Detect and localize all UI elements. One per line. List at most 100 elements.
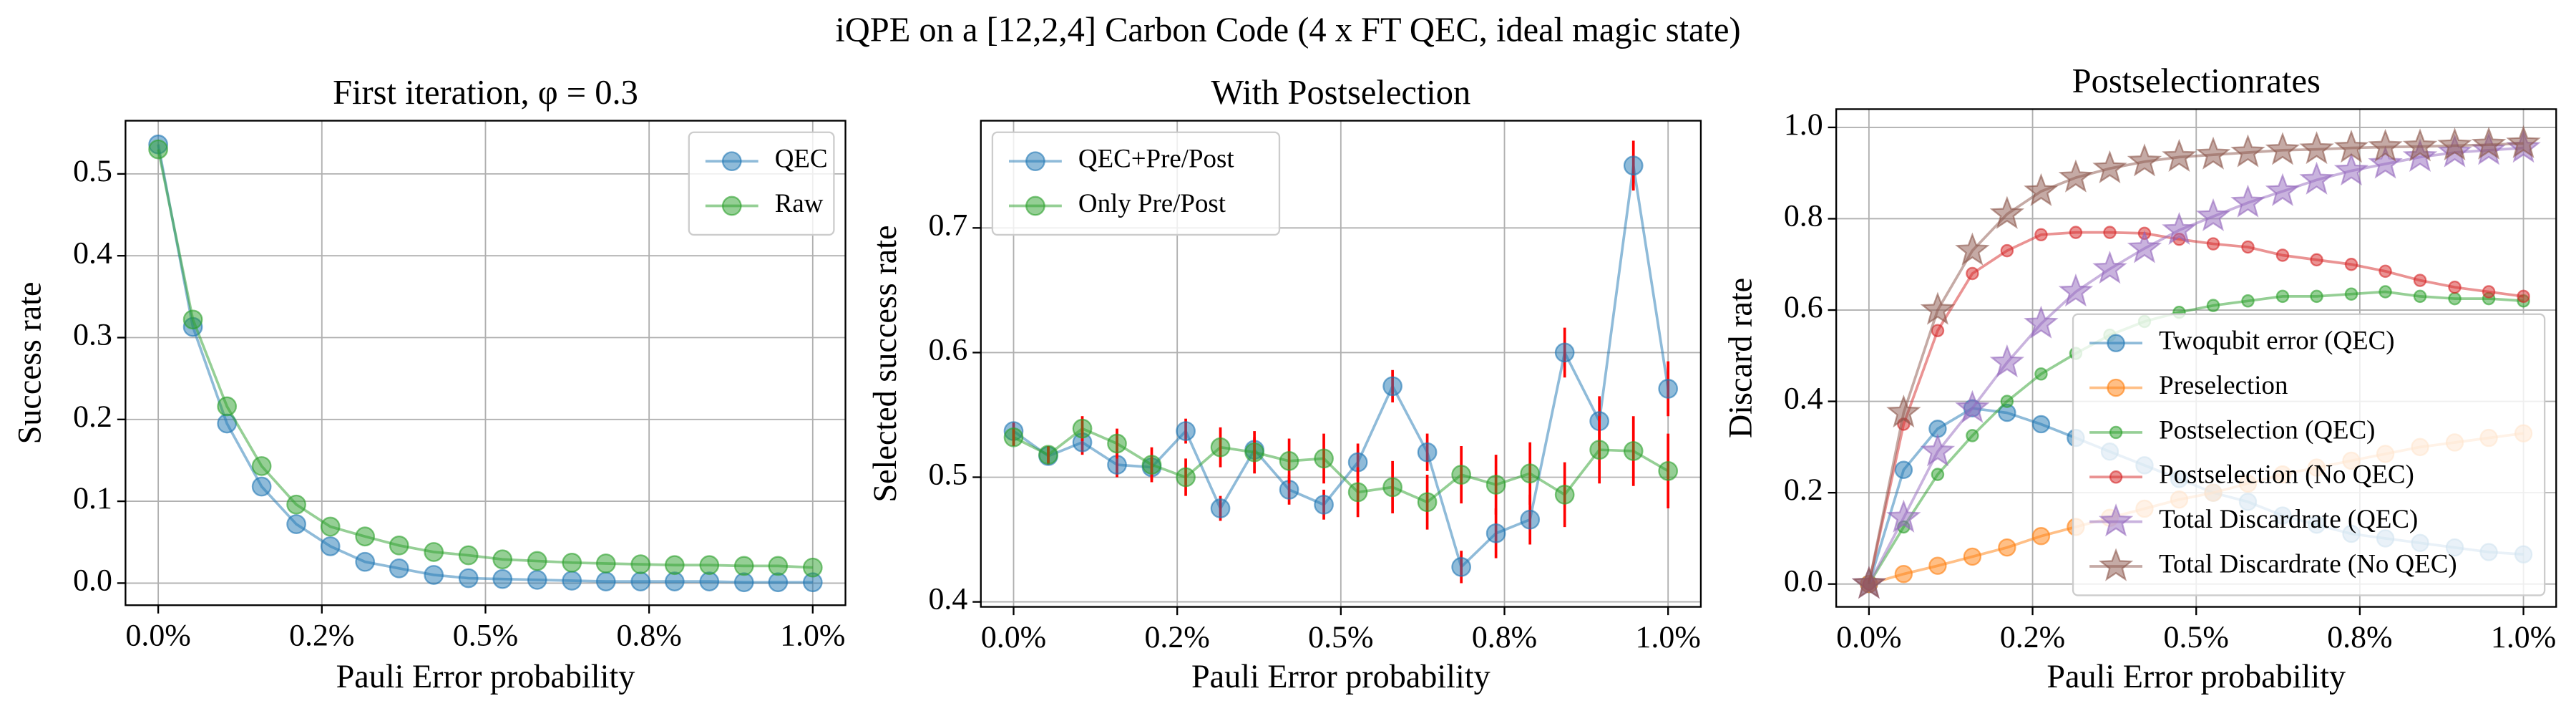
legend: Twoqubit error (QEC) Preselection Postsele… <box>2072 313 2546 596</box>
data-point <box>1963 547 1982 566</box>
legend-marker <box>1025 195 1045 216</box>
data-point <box>355 551 376 572</box>
data-point <box>1485 475 1506 495</box>
data-point <box>2333 130 2369 163</box>
data-point <box>2448 291 2462 306</box>
data-point <box>1931 468 1945 481</box>
data-point <box>2344 258 2358 271</box>
data-point <box>2482 285 2496 299</box>
y-tick-label: 0.5 <box>73 154 112 188</box>
data-point <box>2368 128 2403 162</box>
data-point <box>1920 433 1956 467</box>
data-point <box>424 542 444 562</box>
x-tick-label: 1.0% <box>2491 620 2556 654</box>
data-point <box>2275 248 2290 262</box>
data-point <box>630 554 651 574</box>
data-point <box>2379 264 2392 279</box>
data-point <box>1210 498 1231 518</box>
data-point <box>1451 465 1471 485</box>
subplot-title: With Postselection <box>1211 74 1470 112</box>
data-point <box>1931 324 1945 337</box>
y-tick-label: 0.4 <box>1784 382 1823 416</box>
data-point <box>389 558 409 579</box>
y-tick-label: 0.2 <box>1784 473 1823 507</box>
legend-label: Postselection (QEC) <box>2159 415 2375 445</box>
x-tick-label: 0.5% <box>453 619 518 653</box>
data-point <box>1894 564 1913 584</box>
figure-title: iQPE on a [12,2,4] Carbon Code (4 x FT Q… <box>835 11 1740 49</box>
data-point <box>320 516 341 537</box>
data-point <box>2230 184 2265 218</box>
legend-box <box>991 131 1281 236</box>
y-tick-label: 0.4 <box>929 582 968 616</box>
data-point <box>733 572 754 593</box>
data-point <box>1107 433 1127 454</box>
legend-label: Only Pre/Post <box>1078 188 1226 218</box>
data-point <box>1314 448 1334 469</box>
data-point <box>286 494 306 515</box>
data-point <box>2402 138 2438 172</box>
legend-label: Total Discardrate (QEC) <box>2159 504 2418 534</box>
data-point <box>2058 274 2094 307</box>
data-point <box>1382 477 1402 498</box>
y-tick-label: 0.5 <box>929 458 968 492</box>
y-tick-label: 0.1 <box>73 481 112 516</box>
data-point <box>664 571 685 591</box>
x-axis-label: Pauli Error probability <box>1191 658 1491 695</box>
y-axis-label: Success rate <box>11 281 48 444</box>
data-point <box>1382 376 1402 397</box>
y-axis-label: Discard rate <box>1722 278 1759 438</box>
data-point <box>2127 230 2162 263</box>
data-point <box>2162 211 2197 246</box>
data-point <box>1520 509 1541 530</box>
data-point <box>2000 395 2014 408</box>
data-point <box>1347 482 1368 503</box>
y-tick-label: 0.7 <box>929 208 968 242</box>
data-point <box>2195 136 2231 170</box>
legend-marker <box>1025 151 1045 172</box>
data-point <box>2379 285 2392 299</box>
data-point <box>148 139 168 160</box>
data-point <box>527 551 547 571</box>
data-point <box>1955 232 1990 266</box>
y-tick-label: 1.0 <box>1784 107 1823 142</box>
data-point <box>1966 266 1979 281</box>
y-tick-label: 0.0 <box>1784 564 1823 599</box>
legend-label: Total Discardrate (No QEC) <box>2159 548 2457 579</box>
x-tick-label: 0.8% <box>616 619 681 653</box>
data-point <box>1589 440 1609 460</box>
subplot-title: Postselectionrates <box>2072 62 2321 100</box>
legend-label: QEC+Pre/Post <box>1078 144 1234 173</box>
data-point <box>2299 131 2334 165</box>
data-point <box>2206 237 2220 251</box>
data-point <box>1210 437 1231 458</box>
x-tick-label: 0.0% <box>1836 620 1901 654</box>
data-point <box>424 565 444 585</box>
data-point <box>1966 429 1979 442</box>
legend-label: Preselection <box>2159 370 2288 400</box>
data-point <box>1851 566 1887 599</box>
data-point <box>1886 499 1921 533</box>
data-point <box>182 309 203 330</box>
data-point <box>2162 138 2197 172</box>
data-point <box>355 526 376 547</box>
data-point <box>1955 390 1990 423</box>
data-point <box>1485 523 1506 543</box>
data-point <box>1176 421 1196 441</box>
x-axis-label: Pauli Error probability <box>336 658 635 695</box>
data-point <box>1658 460 1679 481</box>
data-point <box>664 555 685 576</box>
data-point <box>1038 445 1058 465</box>
data-point <box>1623 441 1644 461</box>
legend-label: QEC <box>775 144 828 173</box>
data-point <box>2092 150 2127 183</box>
data-point <box>2265 173 2301 206</box>
y-tick-label: 0.6 <box>1784 290 1823 324</box>
legend-marker <box>2098 548 2134 581</box>
data-point <box>1417 492 1438 513</box>
data-point <box>2517 289 2530 304</box>
data-point <box>1141 455 1162 475</box>
x-tick-label: 0.0% <box>125 619 190 653</box>
data-point <box>2402 128 2438 162</box>
